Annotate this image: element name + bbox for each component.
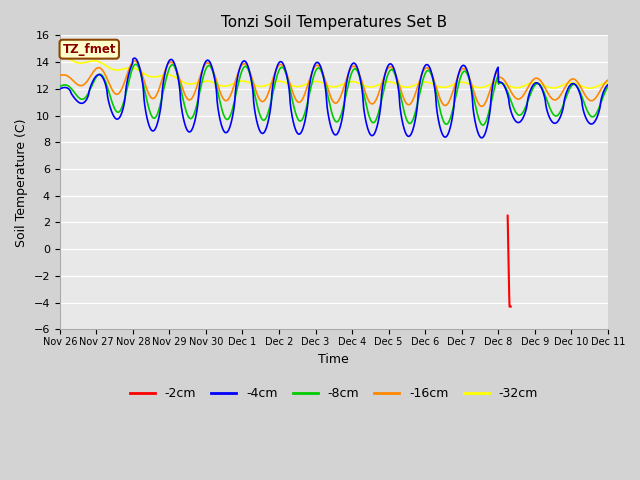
Title: Tonzi Soil Temperatures Set B: Tonzi Soil Temperatures Set B — [221, 15, 447, 30]
Y-axis label: Soil Temperature (C): Soil Temperature (C) — [15, 118, 28, 247]
Text: TZ_fmet: TZ_fmet — [63, 43, 116, 56]
Legend: -2cm, -4cm, -8cm, -16cm, -32cm: -2cm, -4cm, -8cm, -16cm, -32cm — [125, 383, 543, 406]
X-axis label: Time: Time — [319, 352, 349, 366]
